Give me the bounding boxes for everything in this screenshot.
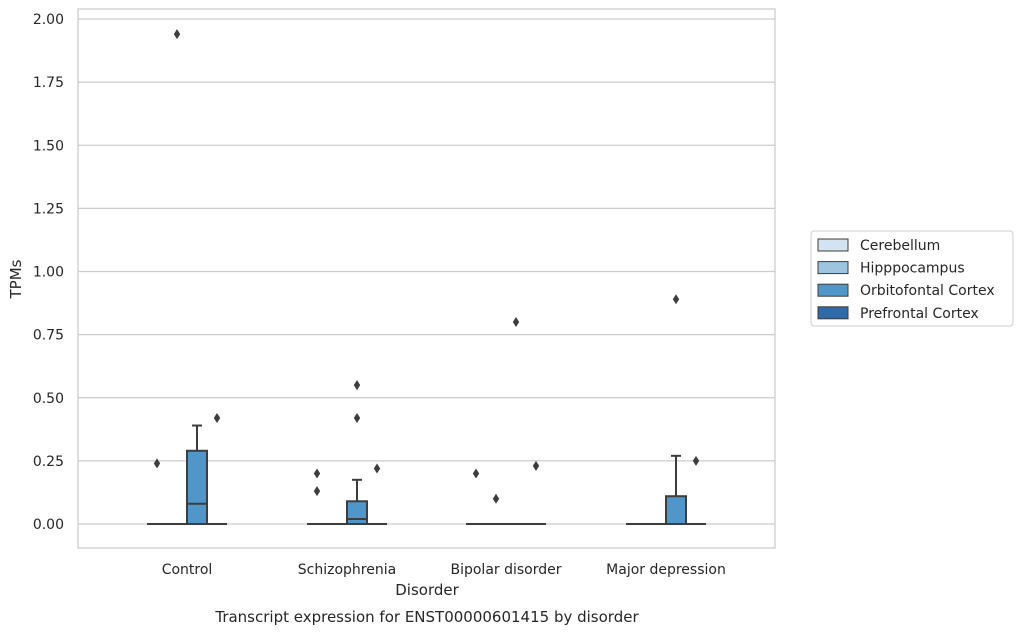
legend-items: Cerebellum Hipppocampus Orbitofontal Corte… [817,238,995,322]
box-hipppocampus [486,493,506,525]
box-orbitofontal-cortex [346,380,368,525]
x-tick-label: Schizophrenia [298,562,396,578]
box-orbitofontal-cortex [665,294,687,526]
outlier-point [512,317,520,327]
outlier-point [213,412,221,423]
legend-swatch [817,306,849,320]
box-cerebellum [147,458,167,525]
chart-title: Transcript expression for ENST0000060141… [214,608,639,626]
box-orbitofontal-cortex [506,317,526,525]
x-tick-label: Control [162,562,213,578]
box-body [346,500,368,525]
y-tick-label: 1.25 [33,201,64,217]
box-groups [147,29,706,526]
outlier-point [313,468,321,479]
y-tick-labels: 0.00 0.25 0.50 0.75 1.00 1.25 1.50 1.75 2.00 [33,12,64,533]
y-tick-label: 0.00 [33,517,64,533]
box-cerebellum [307,468,327,525]
outlier-point [692,455,700,466]
box-prefrontal-cortex [686,455,706,525]
x-tick-label: Major depression [606,562,726,578]
legend-swatch [817,261,849,275]
x-tick-labels: Control Schizophrenia Bipolar disorder Majo… [162,562,726,578]
box-hipppocampus [167,29,187,525]
outlier-point [373,463,381,474]
y-tick-label: 1.50 [33,138,64,154]
legend-swatch [817,283,849,297]
outlier-point [353,412,361,423]
legend-swatch [817,238,849,252]
y-tick-label: 0.25 [33,454,64,470]
outlier-point [313,486,321,497]
box-orbitofontal-cortex [186,424,208,525]
y-tick-label: 0.75 [33,328,64,344]
outlier-point [353,380,361,391]
y-tick-label: 1.75 [33,75,64,91]
legend-label: Orbitofontal Cortex [860,283,995,299]
outlier-point [532,460,540,471]
y-axis-label: TPMs [7,259,25,299]
box-prefrontal-cortex [207,412,227,525]
y-tick-label: 0.50 [33,391,64,407]
legend-frame [810,230,1014,327]
legend-label: Hipppocampus [860,261,965,277]
outlier-point [153,458,161,469]
plot-area-frame [77,8,776,549]
outlier-point [173,29,181,40]
outlier-point [672,294,680,305]
x-axis-label: Disorder [395,581,459,599]
outlier-point [492,493,500,504]
y-tick-label: 2.00 [33,12,64,28]
legend-label: Cerebellum [860,238,940,254]
box-prefrontal-cortex [526,460,546,525]
box-body [665,495,687,526]
y-tick-label: 1.00 [33,265,64,281]
x-tick-label: Bipolar disorder [450,562,561,578]
box-body [186,449,208,525]
legend-label: Prefrontal Cortex [860,306,979,322]
legend: Cerebellum Hipppocampus Orbitofontal Corte… [810,230,1014,327]
gridlines [78,18,775,525]
box-prefrontal-cortex [367,463,387,525]
box-cerebellum [466,468,486,525]
outlier-point [472,468,480,479]
